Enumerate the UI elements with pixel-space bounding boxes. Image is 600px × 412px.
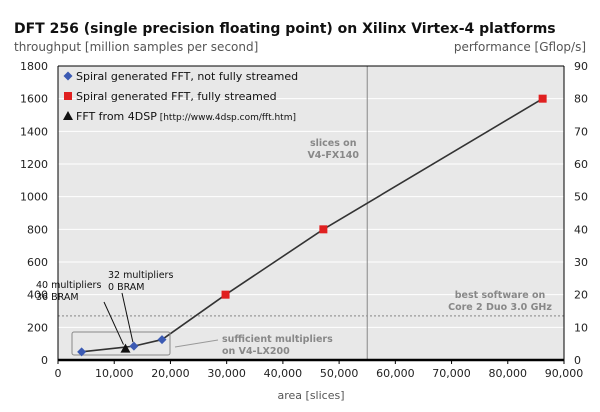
annotation-sufficient-line2: on V4-LX200: [222, 346, 290, 357]
sufficient-multipliers-box: [71, 331, 171, 356]
annotation-32-multipliers-line2: 0 BRAM: [108, 282, 145, 293]
grid: [58, 98, 564, 328]
y-left-tick-label: 1400: [20, 125, 48, 138]
x-tick-label: 0: [55, 367, 62, 380]
x-axis-label: area [slices]: [278, 389, 345, 402]
y-right-tick-label: 70: [574, 125, 588, 138]
x-tick-label: 70,000: [432, 367, 471, 380]
y-left-tick-label: 1800: [20, 60, 48, 73]
annotation-sufficient-line1: sufficient multipliers: [222, 334, 333, 345]
x-tick-label: 50,000: [320, 367, 359, 380]
axes: 0 10,000 20,000 30,000 40,000 50,000 60,000 70,…: [20, 60, 588, 380]
point-diamond: [129, 341, 139, 351]
legend-marker-diamond: [63, 71, 73, 81]
y-right-tick-label: 30: [574, 256, 588, 269]
point-square: [319, 225, 328, 234]
y-axis-right-label: performance [Gflop/s]: [454, 40, 586, 54]
point-square: [538, 94, 547, 103]
y-right-tick-label: 10: [574, 321, 588, 334]
x-tick-label: 40,000: [264, 367, 303, 380]
x-tick-label: 20,000: [151, 367, 190, 380]
y-right-tick-label: 0: [574, 354, 581, 367]
legend-url: [http://www.4dsp.com/fft.htm]: [157, 113, 296, 123]
legend-marker-square: [64, 92, 72, 100]
plot-area: [58, 66, 564, 360]
sufficient-multipliers-connector: [174, 339, 219, 348]
x-tick-label: 90,000: [545, 367, 584, 380]
annotation-40-multipliers-line2: 36 BRAM: [36, 292, 79, 303]
y-left-tick-label: 0: [41, 354, 48, 367]
x-tick-label: 10,000: [95, 367, 134, 380]
x-tick-label: 80,000: [489, 367, 528, 380]
y-left-tick-label: 1000: [20, 191, 48, 204]
legend-marker-triangle: [63, 111, 73, 120]
y-right-tick-label: 60: [574, 158, 588, 171]
y-left-tick-label: 1600: [20, 93, 48, 106]
annotation-arrow-40: [103, 301, 124, 345]
ref-label-software-line1: best software on: [455, 290, 546, 301]
ref-label-software-line2: Core 2 Duo 3.0 GHz: [448, 302, 552, 313]
point-triangle: [120, 343, 131, 353]
data-marks: [77, 94, 547, 357]
y-left-tick-label: 400: [27, 289, 48, 302]
legend: Spiral generated FFT, not fully streamed…: [63, 70, 298, 123]
point-diamond: [157, 335, 167, 345]
legend-label-triangle: FFT from 4DSP [http://www.4dsp.com/fft.h…: [76, 110, 296, 123]
annotation-32-multipliers-line1: 32 multipliers: [108, 270, 173, 281]
annotation-40-multipliers-line1: 40 multipliers: [36, 280, 101, 291]
x-tick-label: 30,000: [207, 367, 246, 380]
y-right-tick-label: 20: [574, 289, 588, 302]
y-axis-left-label: throughput [million samples per second]: [14, 40, 258, 54]
point-diamond: [77, 347, 87, 357]
y-right-tick-label: 50: [574, 191, 588, 204]
y-left-tick-label: 600: [27, 256, 48, 269]
chart-title: DFT 256 (single precision floating point…: [14, 21, 556, 37]
annotation-arrow-32: [121, 292, 134, 343]
ref-label-slices-line2: V4-FX140: [307, 150, 359, 161]
y-right-tick-label: 90: [574, 60, 588, 73]
y-right-tick-label: 80: [574, 93, 588, 106]
legend-label-square: Spiral generated FFT, fully streamed: [76, 90, 277, 103]
point-square: [221, 290, 230, 299]
y-right-tick-label: 40: [574, 223, 588, 236]
y-left-tick-label: 200: [27, 321, 48, 334]
y-left-tick-label: 800: [27, 223, 48, 236]
legend-label-diamond: Spiral generated FFT, not fully streamed: [76, 70, 298, 83]
y-left-tick-label: 1200: [20, 158, 48, 171]
ref-label-slices-line1: slices on: [310, 138, 357, 149]
x-tick-label: 60,000: [376, 367, 415, 380]
